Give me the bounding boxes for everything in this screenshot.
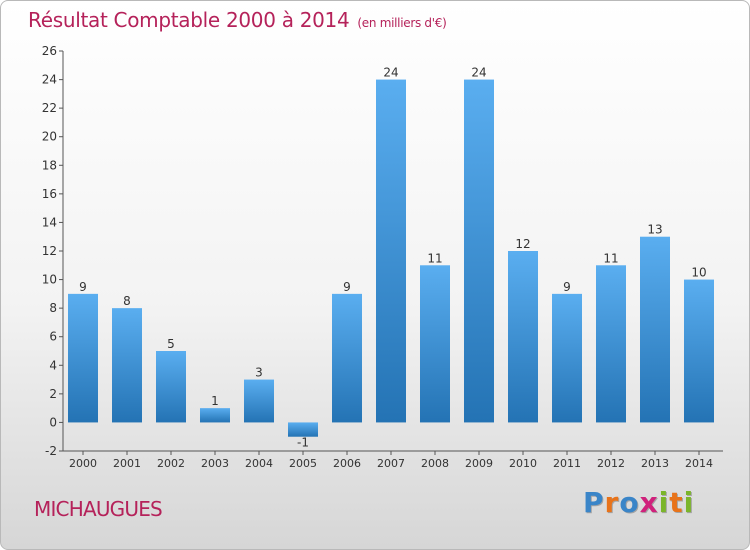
bar <box>288 422 318 437</box>
proxiti-logo: Proxiti <box>583 486 694 519</box>
y-tick-label: 20 <box>42 130 57 144</box>
y-tick-label: 0 <box>49 415 57 429</box>
bar <box>156 351 186 423</box>
bar <box>112 308 142 423</box>
x-tick-label: 2005 <box>289 457 317 470</box>
y-tick-label: 4 <box>49 358 57 372</box>
chart-title: Résultat Comptable 2000 à 2014 (en millie… <box>28 8 447 32</box>
x-tick-label: 2000 <box>69 457 97 470</box>
x-tick-label: 2013 <box>641 457 669 470</box>
y-tick-label: 8 <box>49 301 57 315</box>
bar <box>68 293 98 423</box>
bar <box>200 408 230 423</box>
bar <box>376 79 406 423</box>
value-label: 12 <box>515 237 530 251</box>
y-tick-label: 16 <box>42 187 57 201</box>
x-tick-label: 2011 <box>553 457 581 470</box>
y-tick-label: 2 <box>49 387 57 401</box>
bar <box>420 265 450 423</box>
y-tick-label: 14 <box>42 215 57 229</box>
y-tick-label: 22 <box>42 101 57 115</box>
x-tick-label: 2009 <box>465 457 493 470</box>
brand-letter: o <box>619 486 640 519</box>
x-axis: 2000 2001 2002 2003 2004 2005 2006 2007 2008 2009… <box>63 450 723 470</box>
bar <box>244 379 274 423</box>
bar <box>684 279 714 423</box>
brand-letter: t <box>669 486 684 519</box>
y-tick-label: 10 <box>42 273 57 287</box>
y-tick-label: 6 <box>49 330 57 344</box>
bar <box>552 293 582 423</box>
x-tick-label: 2014 <box>685 457 713 470</box>
y-tick-label: 18 <box>42 158 57 172</box>
bar <box>640 236 670 423</box>
x-tick-label: 2007 <box>377 457 405 470</box>
value-label: 9 <box>343 280 351 294</box>
chart-subtitle: (en milliers d'€) <box>357 16 447 30</box>
bar <box>332 293 362 423</box>
brand-letter: P <box>583 486 605 519</box>
value-label: 8 <box>123 294 131 308</box>
value-label: -1 <box>297 436 309 450</box>
value-label: 5 <box>167 337 175 351</box>
y-tick-label: 24 <box>42 73 57 87</box>
brand-letter: r <box>604 486 620 519</box>
value-label: 3 <box>255 366 263 380</box>
bar <box>464 79 494 423</box>
x-tick-label: 2012 <box>597 457 625 470</box>
x-tick-label: 2006 <box>333 457 361 470</box>
town-name: MICHAUGUES <box>34 497 163 521</box>
value-label: 10 <box>691 266 706 280</box>
y-tick-label: 26 <box>42 44 57 58</box>
value-label: 24 <box>383 66 398 80</box>
y-tick-label: -2 <box>45 444 57 458</box>
y-tick-label: 12 <box>42 244 57 258</box>
x-tick-label: 2008 <box>421 457 449 470</box>
value-label: 24 <box>471 66 486 80</box>
brand-letter: i <box>683 486 695 519</box>
value-label: 11 <box>427 251 442 265</box>
value-label: 11 <box>603 251 618 265</box>
value-label: 13 <box>647 223 662 237</box>
bars <box>68 79 714 437</box>
brand-letter: i <box>658 486 670 519</box>
title-text: Résultat Comptable 2000 à 2014 <box>28 8 350 32</box>
x-tick-label: 2010 <box>509 457 537 470</box>
value-label: 9 <box>79 280 87 294</box>
value-label: 1 <box>211 394 219 408</box>
brand-letter: x <box>639 486 659 519</box>
x-tick-label: 2001 <box>113 457 141 470</box>
x-tick-label: 2004 <box>245 457 273 470</box>
x-tick-label: 2002 <box>157 457 185 470</box>
bar <box>508 251 538 423</box>
value-label: 9 <box>563 280 571 294</box>
bar <box>596 265 626 423</box>
x-tick-label: 2003 <box>201 457 229 470</box>
